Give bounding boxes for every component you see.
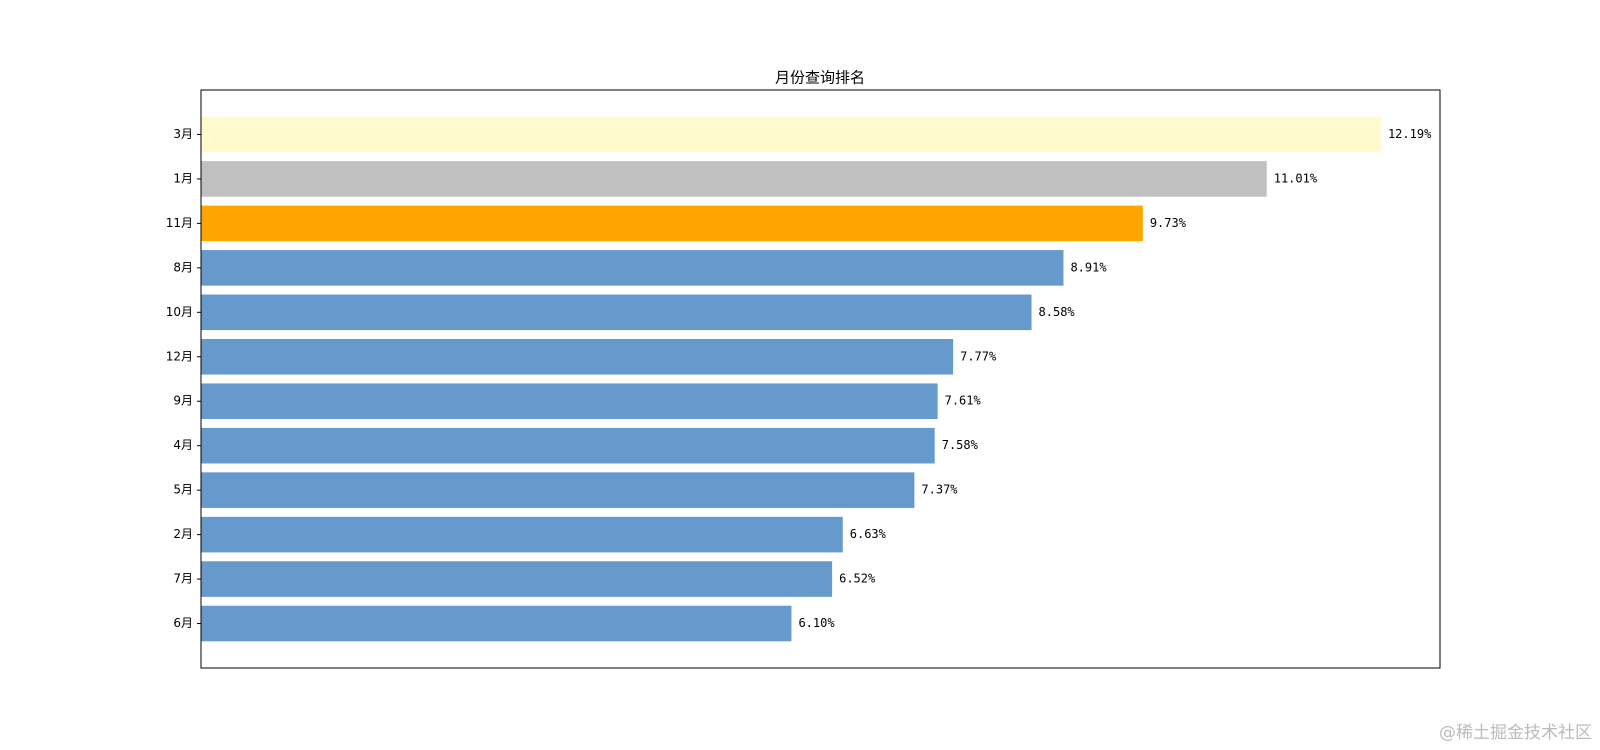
data-label: 8.58% xyxy=(1039,305,1076,319)
data-label: 6.10% xyxy=(798,616,835,630)
bar xyxy=(201,205,1143,242)
data-label: 7.77% xyxy=(960,349,997,363)
data-label: 6.63% xyxy=(850,527,887,541)
y-tick-label: 7月 xyxy=(173,572,193,586)
bar xyxy=(201,516,843,553)
bar xyxy=(201,116,1381,153)
data-label: 12.19% xyxy=(1388,127,1432,141)
y-tick-label: 2月 xyxy=(173,527,193,541)
watermark: @稀土掘金技术社区 xyxy=(1439,723,1592,743)
y-tick-label: 10月 xyxy=(166,305,193,319)
data-label: 6.52% xyxy=(839,572,876,586)
y-tick-label: 4月 xyxy=(173,438,193,452)
y-tick-label: 3月 xyxy=(173,127,193,141)
y-tick-label: 11月 xyxy=(166,216,193,230)
bar xyxy=(201,561,833,597)
y-tick-label: 9月 xyxy=(173,394,193,408)
bar xyxy=(201,605,792,642)
data-label: 11.01% xyxy=(1274,171,1318,185)
y-tick-label: 6月 xyxy=(173,616,193,630)
y-tick-label: 12月 xyxy=(166,349,193,363)
chart-title: 月份查询排名 xyxy=(775,69,865,87)
y-tick-label: 5月 xyxy=(173,483,193,497)
bar xyxy=(201,427,935,464)
bar xyxy=(201,383,938,420)
bar xyxy=(201,472,915,508)
data-label: 7.61% xyxy=(945,394,982,408)
y-tick-label: 1月 xyxy=(173,171,193,185)
data-label: 8.91% xyxy=(1070,260,1107,274)
data-label: 7.37% xyxy=(921,483,958,497)
bar xyxy=(201,338,954,375)
bar xyxy=(201,294,1032,331)
data-label: 7.58% xyxy=(942,438,979,452)
plot-frame xyxy=(200,89,1441,669)
bar xyxy=(201,161,1267,197)
data-label: 9.73% xyxy=(1150,216,1187,230)
bar xyxy=(201,250,1064,286)
y-tick-label: 8月 xyxy=(173,260,193,274)
